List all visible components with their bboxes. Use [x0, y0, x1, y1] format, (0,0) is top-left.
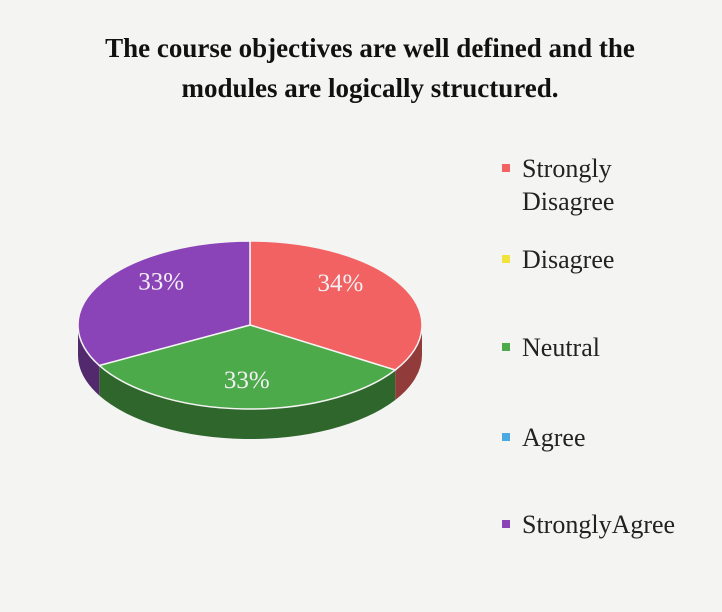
legend-label: Neutral — [522, 333, 600, 362]
pie-slice — [77, 240, 251, 367]
pie-side — [99, 365, 396, 439]
legend-swatch — [502, 520, 510, 528]
legend-label: Agree — [522, 423, 586, 452]
chart: 34% 33% 33% — [77, 240, 423, 439]
pie-sides — [78, 325, 422, 439]
legend-label: Disagree — [522, 245, 615, 274]
data-label: 34% — [318, 270, 364, 297]
legend-label: Strongly Disagree — [522, 154, 615, 216]
pie-side — [78, 325, 100, 396]
legend-swatch — [502, 255, 510, 263]
legend-swatch — [502, 433, 510, 441]
legend-swatch — [502, 343, 510, 351]
data-label: 33% — [224, 367, 270, 394]
chart-title: The course objectives are well defined a… — [105, 33, 635, 103]
legend-item: Neutral — [500, 331, 660, 364]
legend-item: Strongly Disagree — [500, 152, 660, 218]
legend-item: StronglyAgree — [500, 508, 720, 541]
legend-item: Disagree — [500, 243, 660, 276]
legend-item: Agree — [500, 421, 660, 454]
legend-label: StronglyAgree — [522, 510, 676, 539]
pie-side — [395, 325, 422, 401]
legend-swatch — [502, 164, 510, 172]
data-label: 33% — [138, 268, 184, 295]
